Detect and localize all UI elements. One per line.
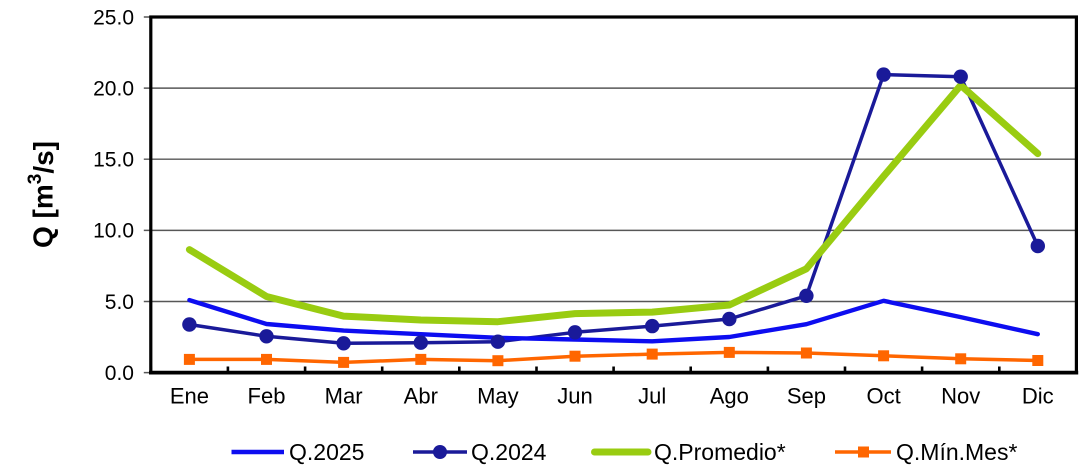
svg-text:Nov: Nov — [941, 384, 980, 409]
svg-text:Ene: Ene — [170, 384, 209, 409]
svg-text:Mar: Mar — [325, 384, 363, 409]
svg-text:0.0: 0.0 — [105, 362, 134, 385]
svg-text:May: May — [477, 384, 519, 409]
svg-text:15.0: 15.0 — [93, 149, 134, 172]
svg-text:Jul: Jul — [638, 384, 666, 409]
svg-text:Ago: Ago — [710, 384, 749, 409]
svg-text:Q.2025: Q.2025 — [289, 439, 364, 465]
svg-text:5.0: 5.0 — [105, 291, 134, 314]
svg-text:Sep: Sep — [787, 384, 826, 409]
svg-text:Abr: Abr — [404, 384, 438, 409]
svg-text:Dic: Dic — [1022, 384, 1054, 409]
svg-text:Q.Promedio*: Q.Promedio* — [654, 439, 786, 465]
svg-text:20.0: 20.0 — [93, 77, 134, 100]
svg-text:Feb: Feb — [248, 384, 286, 409]
svg-text:Jun: Jun — [557, 384, 592, 409]
svg-text:Q.2024: Q.2024 — [471, 439, 547, 465]
svg-text:Oct: Oct — [866, 384, 900, 409]
svg-text:Q [m3/s]: Q [m3/s] — [25, 141, 59, 248]
svg-text:25.0: 25.0 — [93, 6, 134, 29]
svg-text:Q.Mín.Mes*: Q.Mín.Mes* — [896, 439, 1017, 465]
svg-text:10.0: 10.0 — [93, 220, 134, 243]
